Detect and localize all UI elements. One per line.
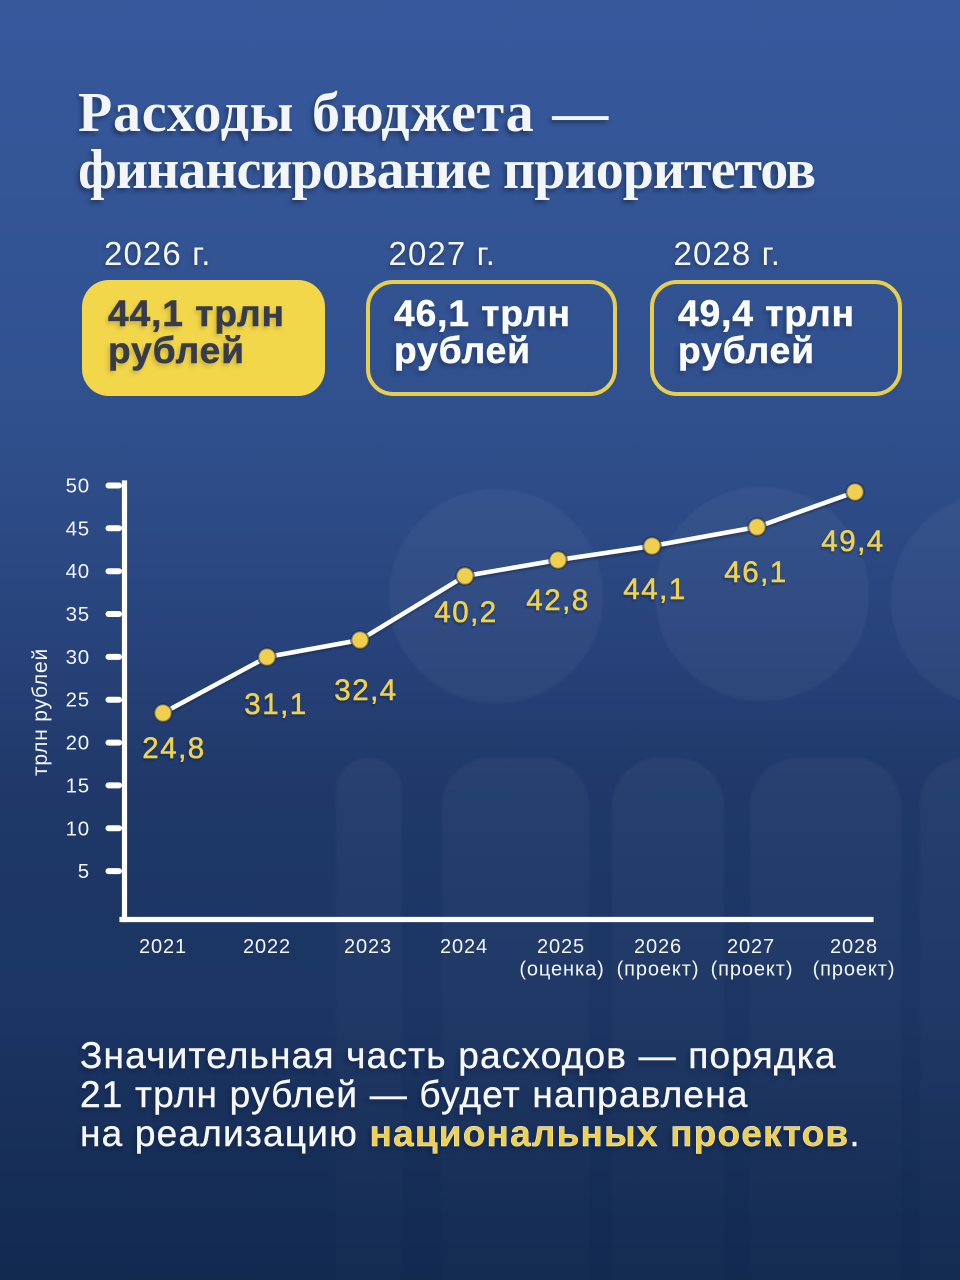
svg-text:трлн рублей: трлн рублей xyxy=(29,648,52,776)
svg-text:25: 25 xyxy=(66,689,90,712)
svg-text:(проект): (проект) xyxy=(813,959,896,981)
svg-text:32,4: 32,4 xyxy=(334,674,397,707)
svg-text:46,1: 46,1 xyxy=(724,556,787,589)
svg-text:49,4: 49,4 xyxy=(821,525,884,558)
svg-text:2022: 2022 xyxy=(243,936,291,958)
svg-text:15: 15 xyxy=(66,774,90,797)
svg-text:45: 45 xyxy=(66,517,90,540)
svg-text:(проект): (проект) xyxy=(617,959,700,981)
svg-text:31,1: 31,1 xyxy=(244,688,307,721)
svg-text:44,1: 44,1 xyxy=(623,573,686,606)
svg-text:2024: 2024 xyxy=(440,936,488,958)
svg-text:42,8: 42,8 xyxy=(526,584,589,617)
svg-text:2023: 2023 xyxy=(344,936,392,958)
svg-text:2028: 2028 xyxy=(830,936,878,958)
svg-text:40,2: 40,2 xyxy=(434,596,497,629)
svg-text:(проект): (проект) xyxy=(711,959,794,981)
svg-text:2021: 2021 xyxy=(139,936,187,958)
svg-text:2026: 2026 xyxy=(634,936,682,958)
svg-text:24,8: 24,8 xyxy=(142,732,205,765)
svg-text:40: 40 xyxy=(66,560,90,583)
svg-text:10: 10 xyxy=(66,817,90,840)
svg-text:35: 35 xyxy=(66,603,90,626)
svg-text:30: 30 xyxy=(66,646,90,669)
svg-text:2025: 2025 xyxy=(537,936,585,958)
svg-text:50: 50 xyxy=(66,475,90,498)
svg-text:(оценка): (оценка) xyxy=(519,959,604,981)
svg-text:20: 20 xyxy=(66,732,90,755)
svg-text:5: 5 xyxy=(78,860,90,883)
svg-text:2027: 2027 xyxy=(727,936,775,958)
